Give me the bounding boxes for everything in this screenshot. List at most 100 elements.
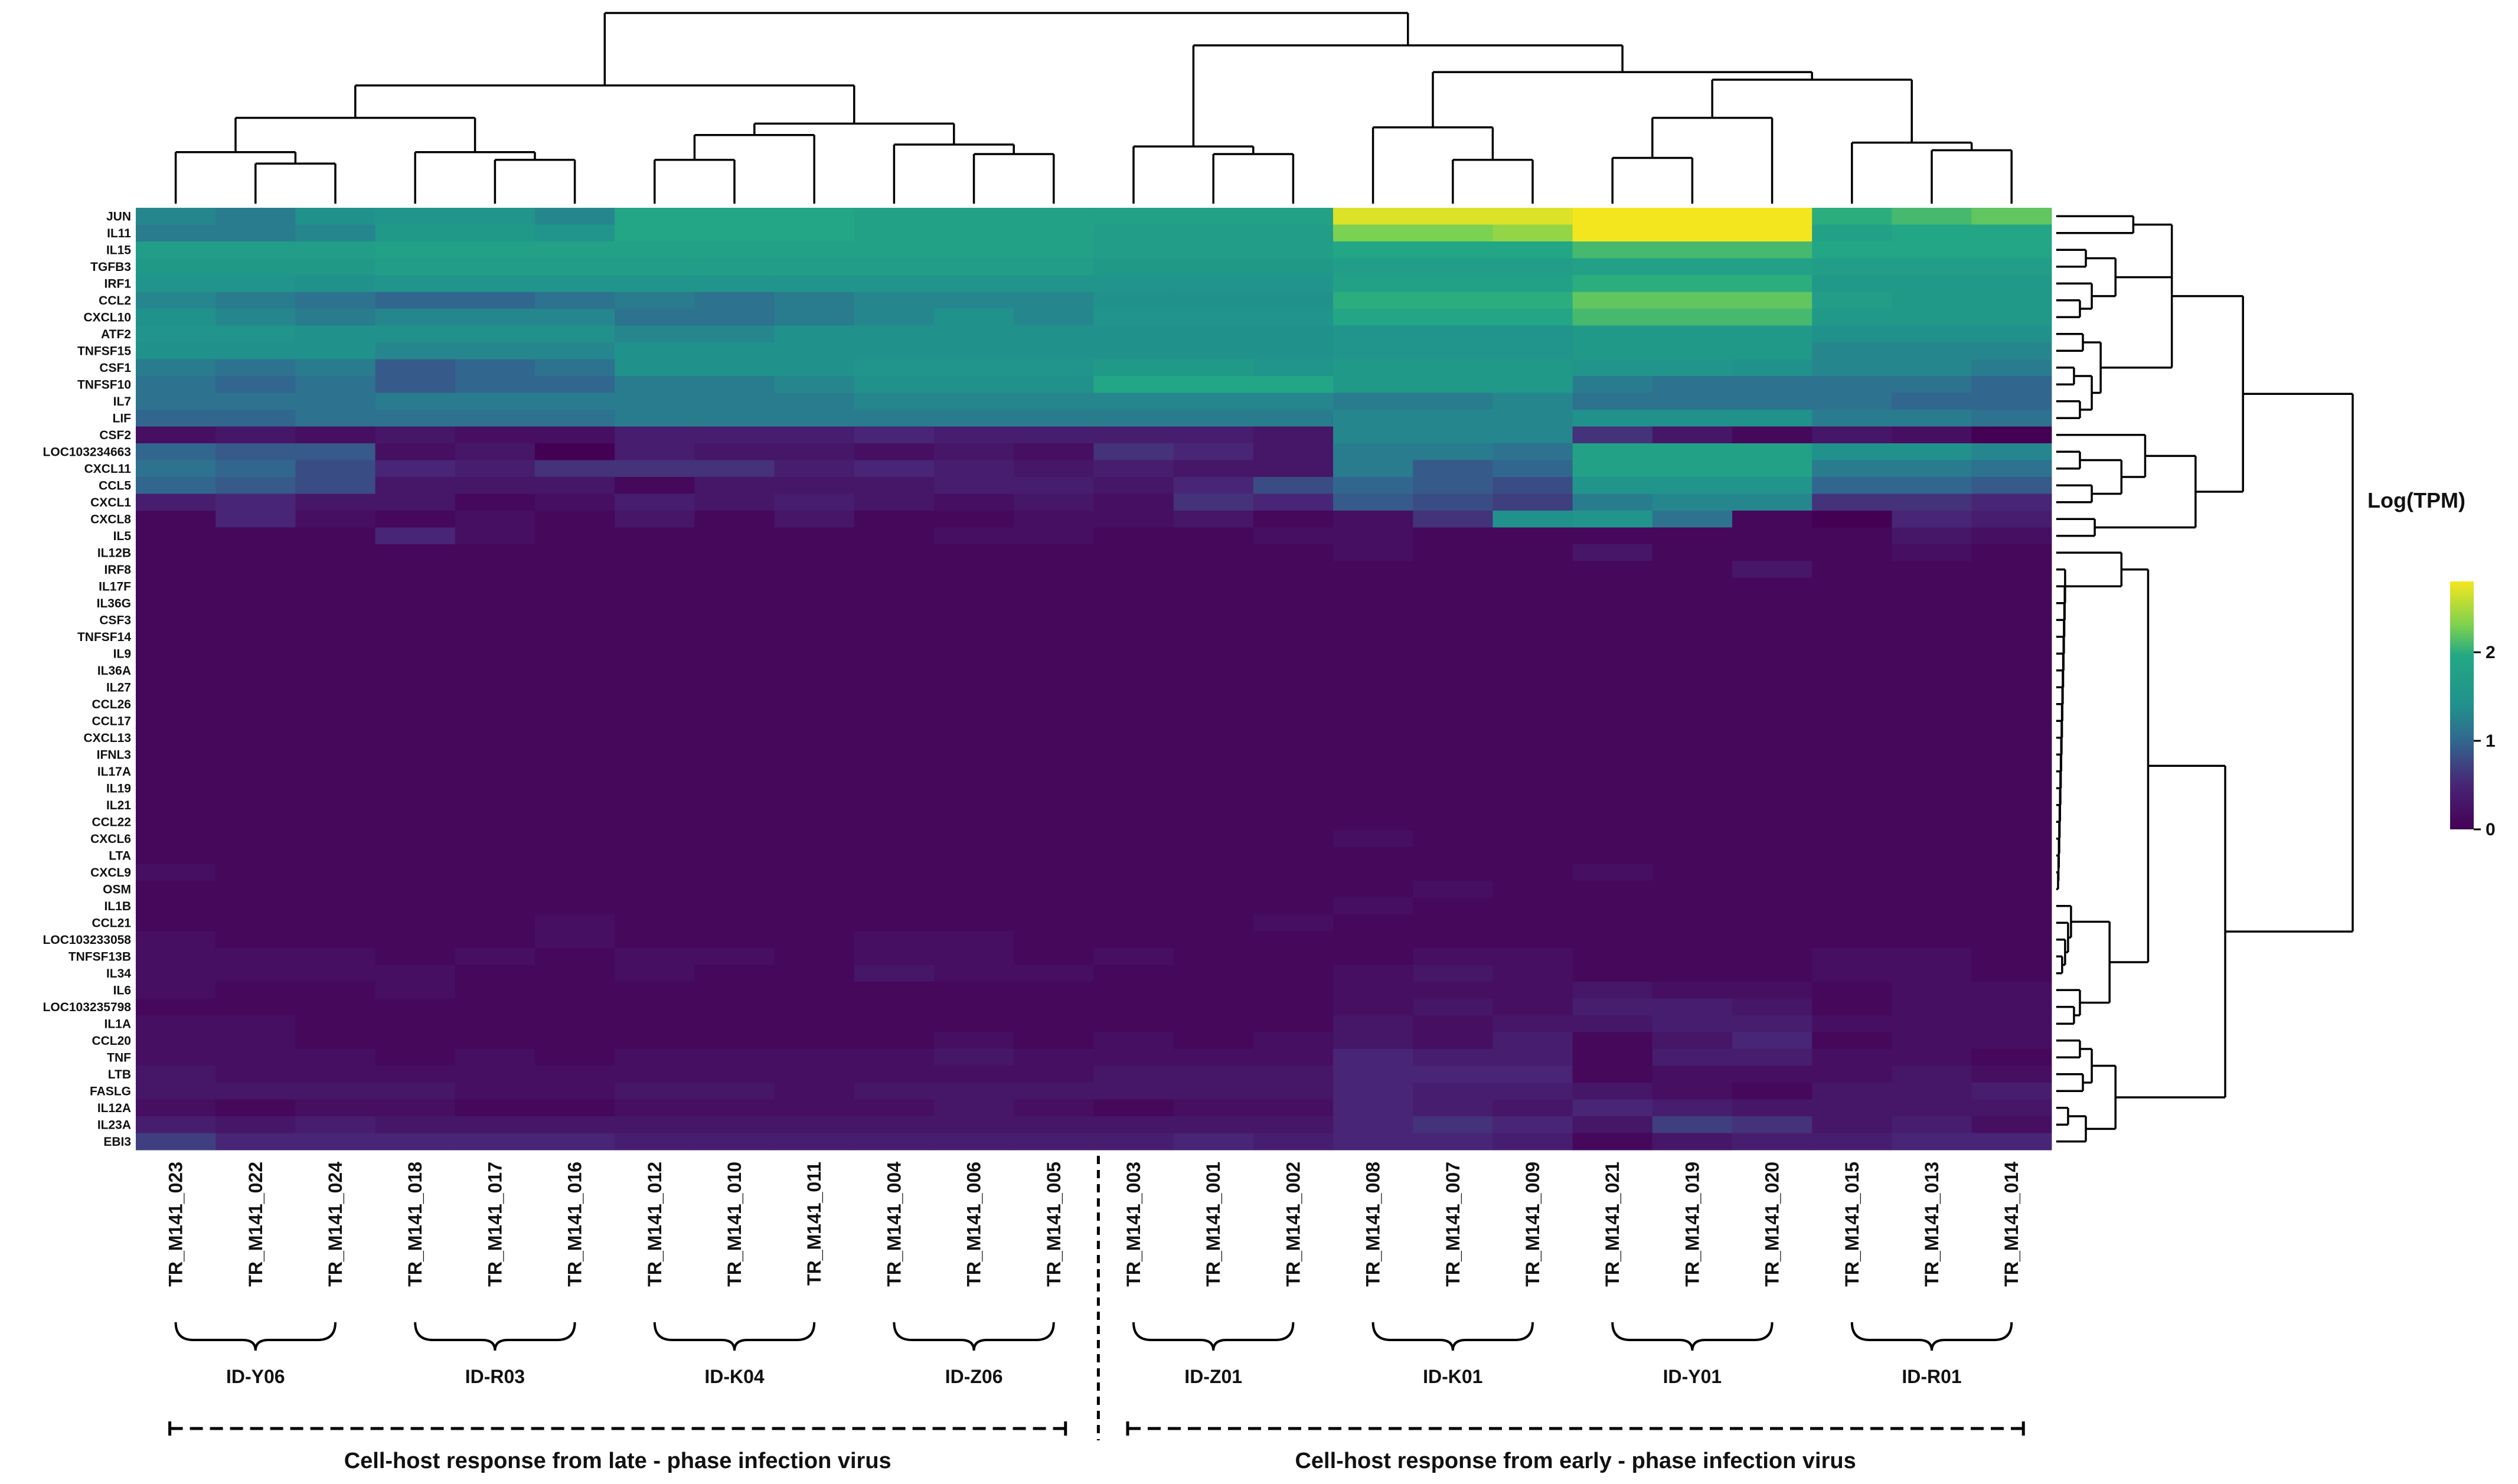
heatmap-cell	[615, 645, 695, 663]
heatmap-cell	[1572, 309, 1653, 326]
heatmap-cell	[1173, 561, 1254, 578]
heatmap-cell	[375, 881, 456, 898]
sample-label: TR_M141_015	[1841, 1162, 1863, 1287]
heatmap-cell	[1572, 982, 1653, 999]
heatmap-cell	[136, 763, 216, 780]
heatmap-cell	[694, 1015, 775, 1033]
heatmap-cell	[1413, 982, 1493, 999]
heatmap-cell	[1892, 965, 1972, 982]
gene-label: IL19	[106, 782, 131, 795]
heatmap-cell	[694, 208, 775, 225]
sample-label: TR_M141_019	[1681, 1162, 1703, 1287]
heatmap-cell	[1413, 847, 1493, 865]
heatmap-cell	[1971, 914, 2052, 932]
heatmap-cell	[215, 813, 296, 831]
heatmap-cell	[1253, 847, 1334, 865]
heatmap-cell	[615, 1083, 695, 1100]
heatmap-cell	[1253, 309, 1334, 326]
heatmap-cell	[1333, 443, 1413, 461]
heatmap-cell	[1253, 578, 1334, 596]
heatmap-cell	[854, 477, 935, 495]
heatmap-cell	[1572, 780, 1653, 797]
heatmap-cell	[375, 965, 456, 982]
heatmap-cell	[1892, 864, 1972, 881]
gene-label: IRF8	[104, 563, 131, 577]
heatmap-cell	[1093, 561, 1174, 578]
heatmap-cell	[694, 544, 775, 562]
heatmap-cell	[1732, 897, 1812, 915]
heatmap-cell	[215, 897, 296, 915]
heatmap-cell	[854, 342, 935, 360]
heatmap-cell	[1014, 275, 1094, 293]
heatmap-cell	[535, 948, 615, 966]
heatmap-cell	[1652, 258, 1733, 276]
heatmap-cell	[1492, 511, 1573, 528]
column-dendrogram	[174, 12, 2013, 204]
heatmap-cell	[1971, 292, 2052, 309]
heatmap-cell	[1333, 1083, 1413, 1100]
heatmap-cell	[1971, 1083, 2052, 1100]
heatmap-cell	[1253, 477, 1334, 495]
heatmap-cell	[694, 511, 775, 528]
heatmap-cell	[375, 813, 456, 831]
heatmap-cell	[375, 544, 456, 562]
heatmap-cell	[1093, 426, 1174, 444]
heatmap-cell	[1572, 594, 1653, 612]
heatmap-cell	[1173, 998, 1254, 1016]
heatmap-cell	[854, 376, 935, 394]
gene-labels: JUN IL11 IL15 TGFB3 IRF1 CCL2 CXCL10 ATF2 TNFSF1…	[43, 210, 132, 1149]
heatmap-cell	[1652, 477, 1733, 495]
heatmap-cell	[1413, 914, 1493, 932]
heatmap-cell	[1892, 393, 1972, 410]
heatmap-cell	[1652, 796, 1733, 814]
legend-title: Log(TPM)	[2367, 488, 2465, 512]
heatmap-cell	[1413, 695, 1493, 713]
heatmap-cell	[694, 359, 775, 377]
heatmap-cell	[1572, 914, 1653, 932]
heatmap-cell	[535, 679, 615, 697]
heatmap-cell	[1652, 695, 1733, 713]
heatmap-cell	[934, 679, 1014, 697]
heatmap-cell	[615, 1015, 695, 1033]
heatmap-cell	[1492, 561, 1573, 578]
heatmap-cell	[1572, 712, 1653, 730]
heatmap-cells	[136, 208, 2052, 1150]
heatmap-cell	[1812, 645, 1892, 663]
heatmap-cell	[1173, 1099, 1254, 1117]
heatmap-cell	[774, 864, 855, 881]
heatmap-cell	[136, 695, 216, 713]
heatmap-cell	[375, 578, 456, 596]
heatmap-cell	[136, 241, 216, 259]
heatmap-cell	[1732, 1032, 1812, 1050]
heatmap-cell	[1014, 1065, 1094, 1083]
heatmap-cell	[1812, 695, 1892, 713]
heatmap-cell	[535, 982, 615, 999]
heatmap-cell	[136, 544, 216, 562]
heatmap-cell	[1014, 426, 1094, 444]
phase-annotations: Cell-host response from late - phase inf…	[168, 1156, 2025, 1473]
heatmap-cell	[694, 645, 775, 663]
heatmap-cell	[774, 1015, 855, 1033]
heatmap-cell	[136, 292, 216, 309]
heatmap-cell	[1093, 628, 1174, 646]
heatmap-cell	[1093, 493, 1174, 511]
heatmap-cell	[1093, 780, 1174, 797]
heatmap-cell	[1652, 359, 1733, 377]
heatmap-cell	[1812, 544, 1892, 562]
heatmap-cell	[774, 208, 855, 225]
heatmap-cell	[1892, 258, 1972, 276]
heatmap-cell	[934, 241, 1014, 259]
heatmap-cell	[1093, 847, 1174, 865]
heatmap-cell	[1971, 1015, 2052, 1033]
heatmap-cell	[774, 662, 855, 679]
heatmap-cell	[1333, 662, 1413, 679]
heatmap-cell	[1173, 208, 1254, 225]
heatmap-cell	[615, 511, 695, 528]
heatmap-cell	[615, 1116, 695, 1134]
heatmap-cell	[934, 544, 1014, 562]
heatmap-cell	[1413, 594, 1493, 612]
heatmap-cell	[1253, 1083, 1334, 1100]
heatmap-cell	[455, 1015, 535, 1033]
heatmap-cell	[1971, 393, 2052, 410]
heatmap-cell	[774, 746, 855, 764]
